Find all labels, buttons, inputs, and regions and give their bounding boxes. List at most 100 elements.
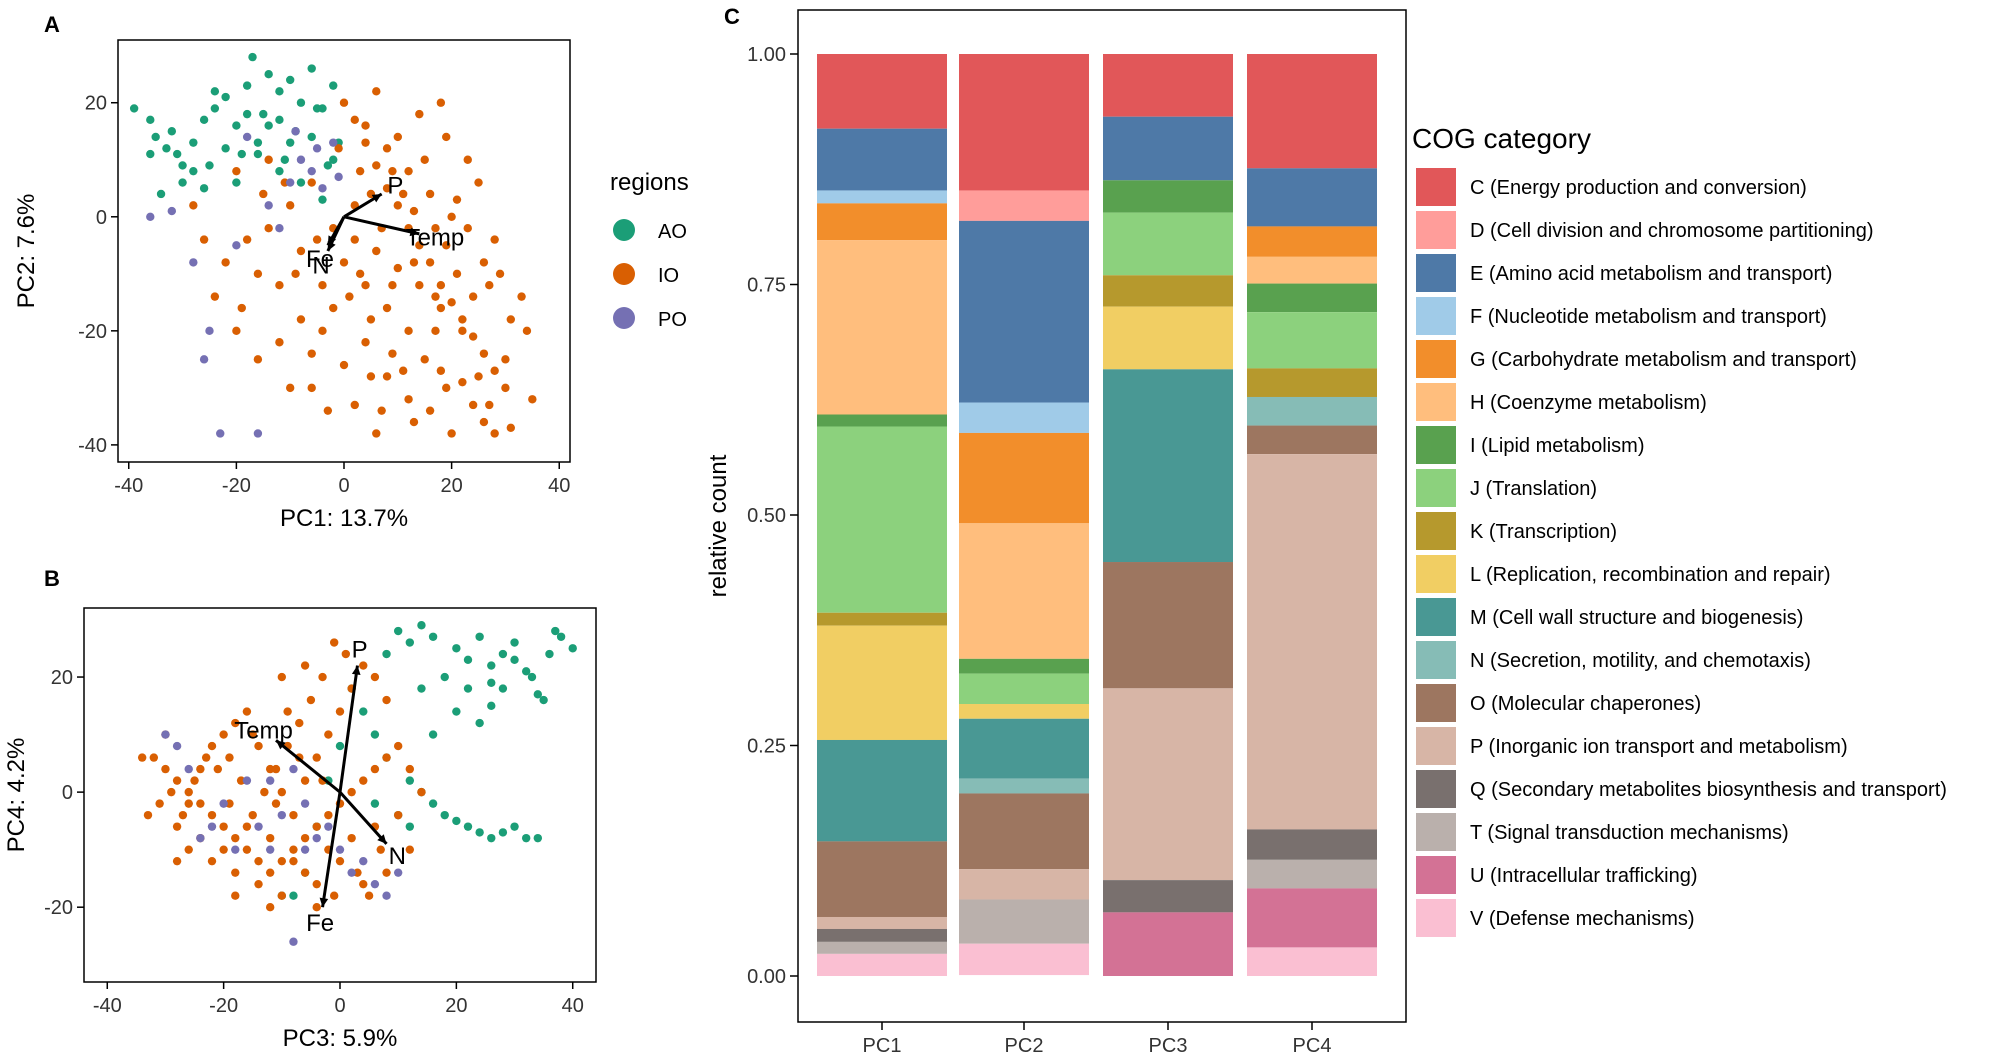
point-io — [372, 87, 381, 96]
cog-key-n — [1416, 641, 1456, 679]
bar-segment-c — [817, 54, 947, 129]
bar-segment-j — [817, 426, 947, 613]
point-po — [291, 127, 300, 136]
point-ao — [280, 155, 290, 164]
point-io — [178, 810, 188, 820]
point-io — [468, 400, 478, 410]
point-io — [219, 730, 228, 739]
cog-key-d — [1416, 211, 1456, 249]
point-ao — [487, 661, 496, 670]
point-io — [382, 695, 391, 705]
bar-segment-o — [1247, 425, 1377, 455]
point-io — [172, 822, 182, 831]
point-ao — [189, 138, 198, 147]
point-po — [289, 937, 298, 946]
point-po — [370, 879, 380, 889]
point-po — [253, 429, 263, 438]
point-io — [312, 879, 321, 889]
bar-segment-f — [817, 190, 947, 204]
point-ao — [210, 104, 220, 113]
point-io — [370, 764, 380, 774]
bar-segment-p — [1247, 454, 1377, 830]
point-io — [366, 315, 376, 324]
point-io — [495, 269, 505, 279]
point-io — [242, 822, 252, 831]
point-io — [190, 776, 199, 785]
panel-label-a: A — [44, 12, 60, 37]
point-io — [393, 810, 403, 820]
point-ao — [296, 178, 306, 187]
point-io — [425, 406, 435, 415]
bar-segment-e — [959, 220, 1089, 403]
point-io — [458, 377, 467, 387]
cog-key-v — [1416, 899, 1456, 937]
point-io — [232, 166, 241, 176]
arrowhead-temp — [276, 740, 286, 750]
point-ao — [475, 718, 484, 728]
point-ao — [178, 178, 187, 187]
point-io — [458, 326, 467, 336]
point-ao — [510, 638, 519, 647]
point-io — [361, 121, 370, 130]
point-io — [236, 776, 246, 785]
point-ao — [539, 695, 548, 705]
point-io — [355, 269, 365, 279]
point-io — [442, 241, 451, 250]
point-ao — [382, 649, 391, 659]
point-ao — [162, 144, 171, 153]
point-ao — [533, 690, 543, 699]
point-io — [318, 326, 327, 336]
point-ao — [475, 828, 484, 837]
arrow-label-n: N — [389, 843, 406, 870]
point-io — [219, 822, 228, 831]
panel-c-frame — [797, 9, 1407, 1023]
bar-segment-i — [1103, 180, 1233, 213]
point-io — [436, 366, 446, 375]
point-io — [447, 429, 456, 438]
point-io — [404, 326, 413, 336]
point-ao — [405, 822, 415, 831]
point-ao — [296, 98, 306, 107]
point-io — [285, 201, 295, 210]
point-ao — [312, 104, 322, 113]
point-po — [312, 144, 322, 153]
point-io — [260, 787, 269, 797]
point-ao — [533, 833, 543, 843]
point-io — [318, 281, 327, 290]
point-io — [184, 787, 193, 797]
bar-segment-h — [817, 240, 947, 415]
point-io — [350, 115, 359, 125]
point-io — [295, 718, 304, 728]
point-io — [355, 166, 365, 176]
point-ao — [232, 178, 241, 187]
point-io — [184, 845, 193, 854]
panel-c-bars — [817, 54, 1377, 976]
point-io — [405, 845, 415, 854]
point-io — [199, 235, 209, 244]
point-io — [393, 132, 403, 142]
point-io — [528, 395, 537, 404]
legend-key-io — [613, 263, 635, 285]
point-io — [231, 868, 240, 877]
point-ao — [452, 816, 461, 826]
point-io — [254, 879, 263, 889]
cog-label-q: Q (Secondary metabolites biosynthesis an… — [1470, 779, 1947, 801]
point-io — [361, 138, 370, 147]
cog-label-u: U (Intracellular trafficking) — [1470, 865, 1697, 887]
point-ao — [275, 166, 284, 176]
point-po — [216, 429, 225, 438]
point-po — [242, 132, 252, 142]
x-tick-label: 40 — [562, 995, 584, 1017]
point-po — [329, 138, 338, 147]
point-io — [167, 787, 176, 797]
point-po — [318, 184, 327, 193]
y-tick-label: 20 — [85, 93, 107, 115]
cog-label-j: J (Translation) — [1470, 478, 1597, 500]
point-po — [199, 355, 209, 364]
y-tick-label: 0 — [96, 207, 107, 229]
point-io — [431, 223, 440, 233]
point-ao — [521, 667, 531, 676]
bar-segment-j — [1247, 312, 1377, 369]
point-io — [172, 776, 182, 785]
point-ao — [253, 138, 263, 147]
